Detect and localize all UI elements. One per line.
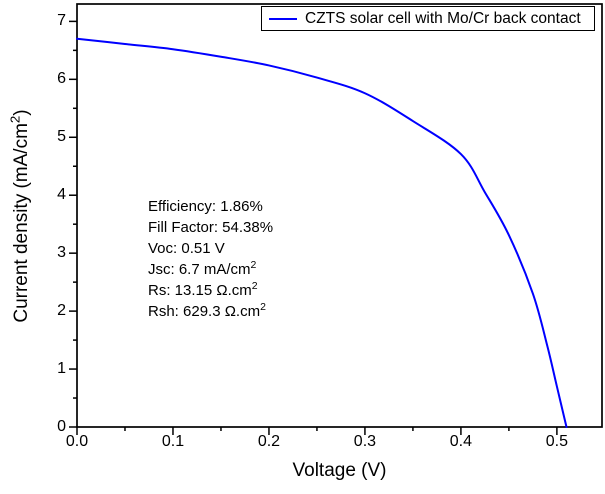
- legend-line-sample: [269, 17, 297, 20]
- legend: CZTS solar cell with Mo/Cr back contact: [261, 6, 595, 31]
- y-tick-label: 3: [57, 244, 66, 262]
- annotation-line: Jsc: 6.7 mA/cm2: [148, 259, 257, 278]
- x-tick-label: 0.3: [353, 433, 377, 450]
- y-tick-label: 2: [57, 302, 66, 320]
- plot-frame: [76, 3, 603, 428]
- x-axis-title: Voltage (V): [292, 460, 387, 481]
- annotation-line: Voc: 0.51 V: [148, 240, 225, 257]
- curve-czts-jv: [76, 37, 568, 428]
- x-tick-label: 0.4: [449, 433, 473, 450]
- x-tick-label: 0.0: [65, 433, 89, 450]
- y-axis-title: Current density (mA/cm2): [7, 109, 32, 323]
- y-tick-label: 4: [57, 186, 66, 204]
- annotation-line: Rs: 13.15 Ω.cm2: [148, 280, 258, 299]
- x-tick-label: 0.2: [257, 433, 281, 450]
- y-tick-label: 1: [57, 360, 66, 378]
- y-tick-label: 6: [57, 70, 66, 88]
- annotation-line: Fill Factor: 54.38%: [148, 219, 274, 236]
- y-tick-label: 7: [57, 12, 66, 30]
- legend-label: CZTS solar cell with Mo/Cr back contact: [305, 9, 581, 27]
- annotation-line: Rsh: 629.3 Ω.cm2: [148, 301, 266, 320]
- annotation-line: Efficiency: 1.86%: [148, 198, 263, 215]
- annotation-box: Efficiency: 1.86% Fill Factor: 54.38% Voc:…: [148, 196, 273, 322]
- x-tick-label: 0.1: [161, 433, 185, 450]
- y-tick-label: 0: [57, 418, 66, 435]
- x-tick-label: 0.5: [545, 433, 568, 450]
- y-tick-label: 5: [57, 128, 66, 146]
